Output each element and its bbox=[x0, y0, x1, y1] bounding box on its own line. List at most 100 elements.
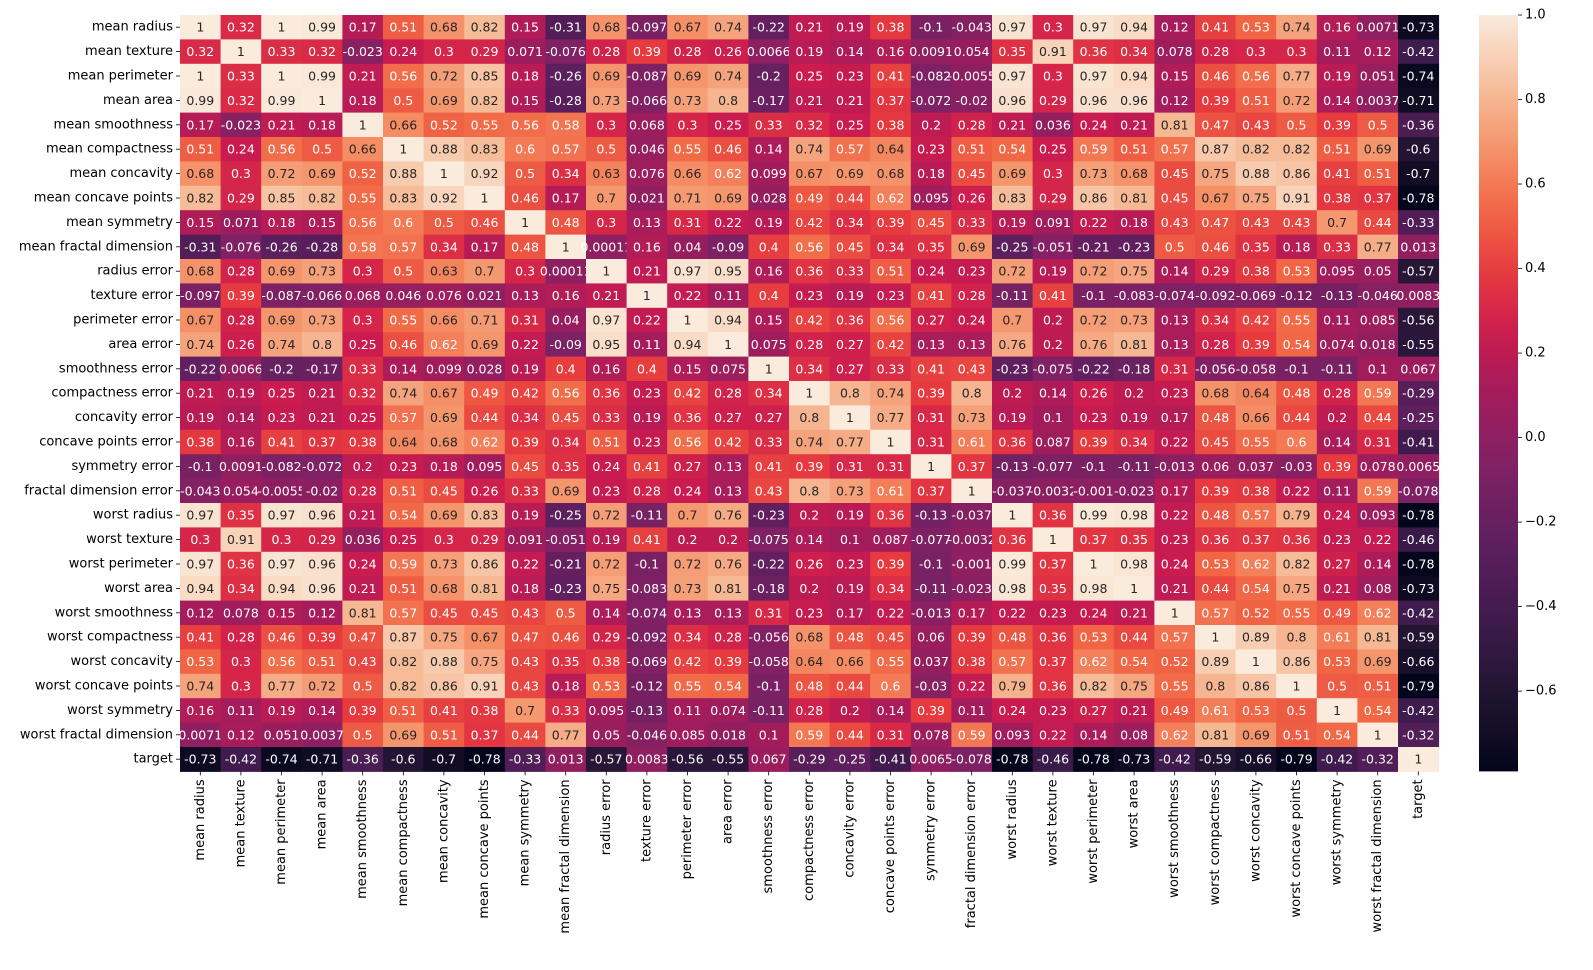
cell-annotation: 0.3 bbox=[1246, 44, 1266, 59]
heatmap-cell bbox=[910, 673, 952, 699]
heatmap-cell bbox=[951, 673, 993, 699]
heatmap-cell bbox=[261, 722, 303, 748]
heatmap-cell bbox=[180, 332, 222, 358]
cell-annotation: 0.23 bbox=[1161, 386, 1189, 401]
heatmap-cell bbox=[707, 63, 749, 89]
cell-annotation: -0.078 bbox=[952, 752, 992, 767]
cell-annotation: 0.74 bbox=[186, 337, 214, 352]
cell-annotation: 0.0091 bbox=[219, 459, 263, 474]
cell-annotation: 0.39 bbox=[227, 288, 255, 303]
heatmap-cell bbox=[910, 405, 952, 431]
cell-annotation: -0.59 bbox=[1402, 630, 1434, 645]
heatmap-cell bbox=[383, 698, 425, 724]
heatmap-cell bbox=[1276, 405, 1318, 431]
heatmap-cell bbox=[667, 356, 709, 382]
cell-annotation: 0.00011 bbox=[580, 239, 632, 254]
y-tick-label: worst texture bbox=[86, 532, 173, 547]
heatmap-cell bbox=[504, 625, 546, 650]
heatmap-cell bbox=[261, 137, 303, 162]
heatmap-cell bbox=[748, 356, 790, 382]
heatmap-cell bbox=[301, 210, 343, 236]
x-tick-label: worst radius bbox=[1005, 779, 1020, 859]
heatmap-cell bbox=[180, 527, 222, 553]
cell-annotation: 0.15 bbox=[268, 605, 296, 620]
heatmap-cell bbox=[423, 210, 465, 236]
cell-annotation: 0.56 bbox=[511, 117, 539, 132]
heatmap-cell bbox=[1073, 381, 1115, 406]
heatmap-cell bbox=[1154, 600, 1196, 626]
cell-annotation: 0.67 bbox=[186, 313, 214, 328]
cell-annotation: 0.38 bbox=[592, 654, 620, 669]
heatmap-cell bbox=[667, 259, 709, 284]
cell-annotation: 0.34 bbox=[1120, 435, 1148, 450]
heatmap-cell bbox=[180, 137, 222, 162]
heatmap-cell bbox=[1073, 332, 1115, 358]
cell-annotation: -0.12 bbox=[1280, 288, 1312, 303]
heatmap-cell bbox=[1398, 356, 1440, 382]
cell-annotation: 0.45 bbox=[958, 166, 986, 181]
heatmap-cell bbox=[220, 161, 262, 187]
cell-annotation: 0.81 bbox=[471, 581, 499, 596]
heatmap-cell bbox=[1276, 600, 1318, 626]
heatmap-cell bbox=[1154, 478, 1196, 504]
heatmap-cell bbox=[423, 161, 465, 187]
cell-annotation: 0.62 bbox=[1364, 605, 1392, 620]
cell-annotation: 0.12 bbox=[1364, 44, 1392, 59]
heatmap-cell bbox=[1357, 356, 1399, 382]
cell-annotation: -0.25 bbox=[834, 752, 866, 767]
heatmap-cell bbox=[464, 625, 506, 650]
cell-annotation: -0.097 bbox=[180, 288, 220, 303]
cell-annotation: 0.51 bbox=[308, 654, 336, 669]
heatmap-cell bbox=[342, 283, 384, 309]
cell-annotation: 0.18 bbox=[552, 679, 580, 694]
heatmap-cell bbox=[464, 673, 506, 699]
heatmap-cell bbox=[829, 747, 871, 772]
cell-annotation: 0.46 bbox=[389, 337, 417, 352]
cell-annotation: 0.28 bbox=[227, 630, 255, 645]
heatmap-cell bbox=[545, 649, 587, 675]
heatmap-cell bbox=[180, 576, 222, 602]
heatmap-cell bbox=[992, 210, 1034, 236]
cell-annotation: 0.61 bbox=[877, 483, 905, 498]
cell-annotation: -0.0055 bbox=[257, 483, 305, 498]
heatmap-cell bbox=[504, 185, 546, 211]
cell-annotation: 0.77 bbox=[877, 410, 905, 425]
heatmap-cell bbox=[586, 234, 628, 260]
heatmap-cell bbox=[1032, 381, 1074, 406]
heatmap-cell bbox=[504, 161, 546, 187]
cell-annotation: 0.26 bbox=[1080, 386, 1108, 401]
cell-annotation: 0.013 bbox=[548, 752, 584, 767]
heatmap-cell bbox=[180, 283, 222, 309]
cell-annotation: 0.37 bbox=[958, 459, 986, 474]
heatmap-cell bbox=[910, 649, 952, 675]
cell-annotation: 0.76 bbox=[1080, 337, 1108, 352]
cell-annotation: 0.54 bbox=[1120, 654, 1148, 669]
heatmap-cell bbox=[220, 625, 262, 650]
cell-annotation: 0.19 bbox=[227, 386, 255, 401]
cell-annotation: 0.3 bbox=[1043, 20, 1063, 35]
heatmap-cell bbox=[383, 405, 425, 431]
heatmap-cell bbox=[707, 161, 749, 187]
heatmap-cell bbox=[870, 405, 912, 431]
heatmap-cell bbox=[1032, 576, 1074, 602]
cell-annotation: 0.53 bbox=[1242, 20, 1270, 35]
cell-annotation: 0.62 bbox=[1080, 654, 1108, 669]
cell-annotation: 0.45 bbox=[552, 410, 580, 425]
colorbar-tick-label: 0.8 bbox=[1525, 92, 1546, 107]
heatmap-cell bbox=[261, 405, 303, 431]
cell-annotation: 0.028 bbox=[467, 361, 503, 376]
heatmap-cell bbox=[1316, 283, 1358, 309]
cell-annotation: 0.34 bbox=[430, 239, 458, 254]
cell-annotation: 0.36 bbox=[836, 313, 864, 328]
colorbar-tick-label: 0.6 bbox=[1525, 177, 1546, 192]
heatmap-cell bbox=[383, 15, 425, 40]
colorbar-tick-label: 0.4 bbox=[1525, 261, 1546, 276]
heatmap-cell bbox=[789, 503, 831, 528]
heatmap-cell bbox=[870, 551, 912, 577]
cell-annotation: -0.18 bbox=[753, 581, 785, 596]
cell-annotation: 0.27 bbox=[714, 410, 742, 425]
heatmap-cell bbox=[1195, 600, 1237, 626]
heatmap-cell bbox=[383, 747, 425, 772]
heatmap-cell bbox=[1154, 405, 1196, 431]
cell-annotation: -0.33 bbox=[509, 752, 541, 767]
